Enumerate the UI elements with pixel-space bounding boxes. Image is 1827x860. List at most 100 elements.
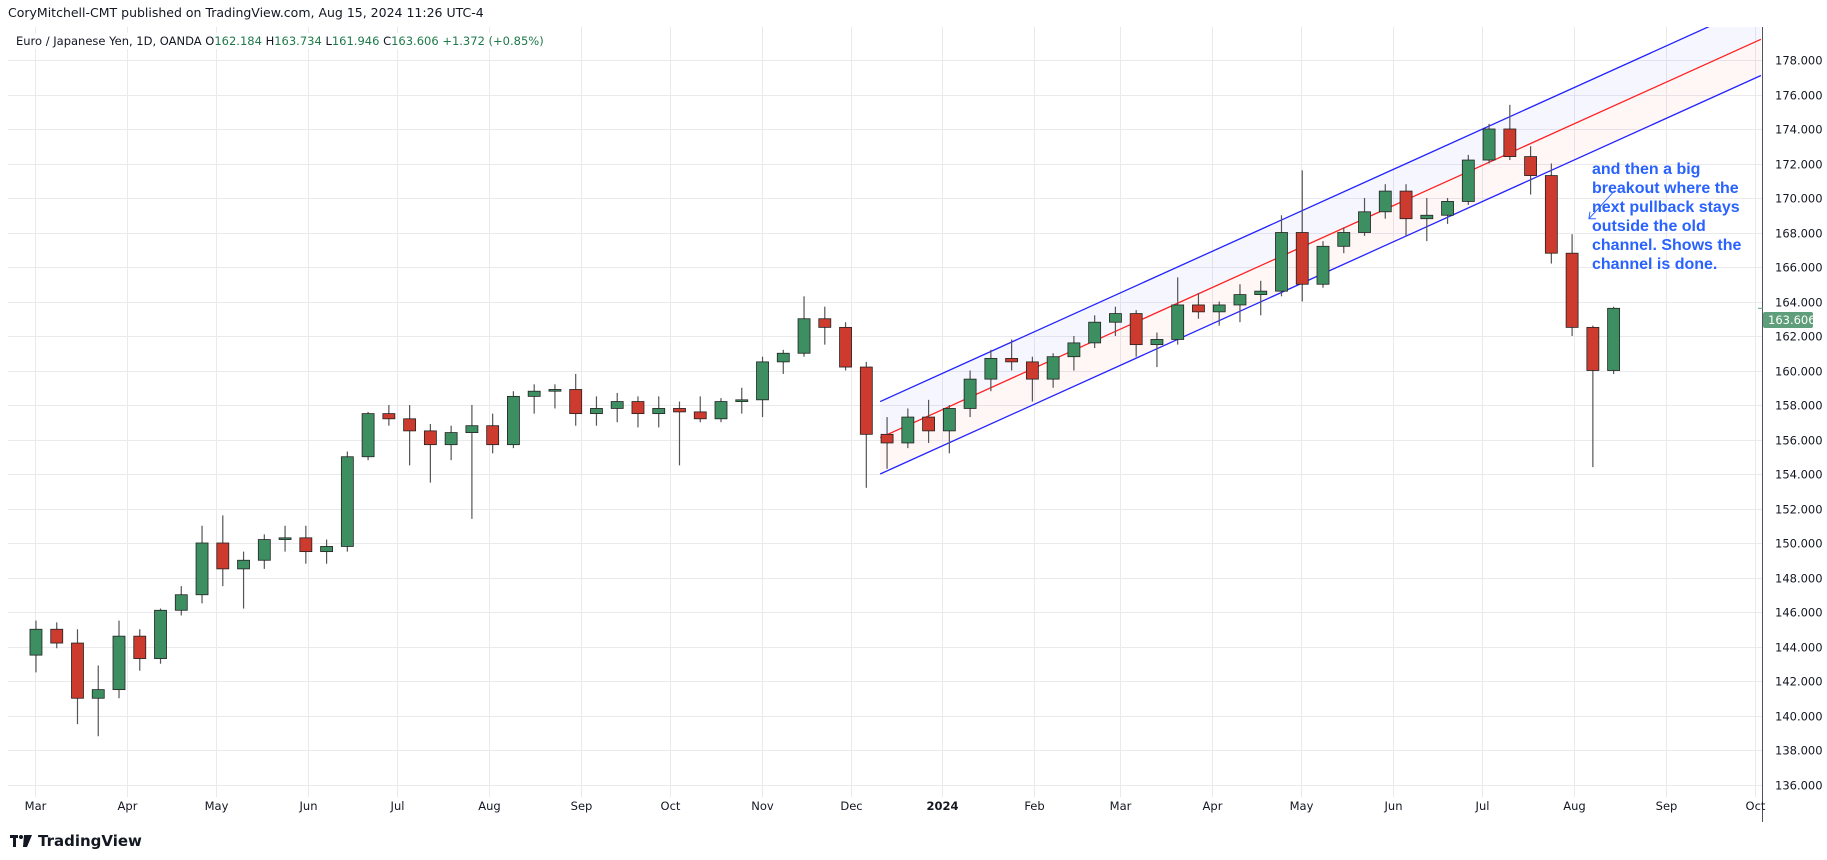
candle-up — [320, 546, 333, 553]
candle-up — [942, 408, 956, 432]
candle-up — [361, 413, 375, 458]
annotation-text: and then a big breakout where the next pul… — [1592, 160, 1758, 274]
change-value: +1.372 (+0.85%) — [442, 34, 544, 48]
price-tick-label: 154.000 — [1775, 468, 1823, 482]
annotation-line: channel is done. — [1592, 256, 1718, 273]
price-tick-label: 148.000 — [1775, 572, 1823, 586]
candle-down — [569, 389, 583, 415]
candle-down — [299, 537, 313, 553]
price-tick-label: 136.000 — [1775, 779, 1823, 793]
candle-up — [1420, 214, 1434, 220]
candle-up — [984, 358, 998, 380]
candle-down — [693, 411, 707, 420]
candle-up — [1316, 245, 1330, 285]
candle-up — [548, 389, 562, 392]
candle-down — [133, 635, 147, 659]
candle-up — [507, 395, 520, 446]
price-tick-label: 162.000 — [1775, 330, 1823, 344]
candle-up — [1378, 190, 1392, 213]
candle-up — [1233, 294, 1247, 306]
time-tick-label: Oct — [1746, 799, 1766, 813]
time-tick-label: May — [205, 799, 229, 813]
annotation-line: outside the old — [1592, 218, 1706, 235]
time-tick-label: Aug — [1563, 799, 1585, 813]
candle-down — [1192, 304, 1205, 313]
candle-up — [610, 401, 624, 409]
annotation-arrow — [1588, 192, 1614, 220]
candle-down — [486, 425, 500, 446]
candle-up — [1150, 339, 1164, 346]
price-tick-label: 176.000 — [1775, 89, 1823, 103]
candle-down — [71, 642, 84, 699]
time-tick-label: Mar — [25, 799, 47, 813]
candle-up — [237, 559, 250, 570]
price-tick-label: 178.000 — [1775, 54, 1823, 68]
candle-up — [1607, 307, 1621, 371]
time-axis[interactable]: Mar Apr May Jun Jul Aug Sep Oct Nov Dec 2024 Feb Mar… — [25, 799, 1766, 813]
candle-down — [382, 413, 396, 420]
candle-up — [1212, 304, 1226, 313]
candle-up — [1337, 232, 1351, 247]
candle-up — [340, 456, 354, 547]
candle-up — [174, 594, 188, 611]
candle-down — [1005, 358, 1019, 363]
candle-down — [1129, 313, 1143, 346]
price-tick-label: 158.000 — [1775, 399, 1823, 413]
time-tick-label: Mar — [1110, 799, 1132, 813]
candle-up — [776, 352, 790, 363]
candle-up — [714, 401, 728, 420]
annotation-line: channel. Shows the — [1592, 237, 1742, 254]
price-tick-label: 152.000 — [1775, 503, 1823, 517]
price-tick-label: 168.000 — [1775, 227, 1823, 241]
arrow-shaft — [1588, 192, 1614, 220]
time-tick-label: Nov — [751, 799, 774, 813]
symbol-legend: Euro / Japanese Yen, 1D, OANDA O162.184 … — [12, 33, 548, 49]
candle-up — [1046, 356, 1060, 380]
price-tick-label: 164.000 — [1775, 296, 1823, 310]
arrow-head — [1588, 211, 1596, 220]
candle-down — [50, 628, 64, 644]
price-tick-label: 150.000 — [1775, 537, 1823, 551]
last-price-tag — [1763, 312, 1813, 328]
price-axis[interactable]: 136.000 138.000 140.000 142.000 144.000 146.0… — [1758, 54, 1823, 793]
candle-down — [1399, 190, 1413, 220]
high-value: 163.734 — [274, 34, 322, 48]
candle-up — [154, 609, 167, 659]
time-tick-label: Aug — [478, 799, 500, 813]
time-tick-label: Feb — [1024, 799, 1044, 813]
candle-down — [880, 433, 894, 444]
candle-up — [1275, 232, 1288, 292]
price-tick-label: 174.000 — [1775, 123, 1823, 137]
tradingview-logo[interactable]: TradingView — [10, 832, 142, 850]
candle-up — [91, 689, 105, 699]
candle-down — [1025, 361, 1039, 380]
last-price-label: 163.606 — [1768, 313, 1816, 327]
price-tick-label: 140.000 — [1775, 710, 1823, 724]
time-tick-label: Sep — [1656, 799, 1678, 813]
price-tick-label: 142.000 — [1775, 675, 1823, 689]
annotation-line: and then a big — [1592, 161, 1701, 178]
candle-up — [756, 361, 769, 401]
time-tick-label: Apr — [1203, 799, 1223, 813]
candle-up — [1109, 313, 1122, 323]
price-tick-label: 166.000 — [1775, 261, 1823, 275]
candle-down — [818, 318, 832, 328]
time-tick-label: Oct — [661, 799, 681, 813]
time-tick-label: May — [1290, 799, 1314, 813]
candle-up — [1171, 304, 1185, 340]
candle-down — [839, 326, 852, 368]
candle-down — [859, 366, 873, 435]
candle-down — [1586, 326, 1600, 371]
tradingview-logo-icon — [10, 835, 32, 847]
symbol-name: Euro / Japanese Yen, 1D, OANDA — [16, 34, 202, 48]
candle-up — [652, 408, 666, 415]
candle-down — [403, 418, 417, 432]
candle-up — [29, 628, 43, 656]
low-value: 161.946 — [331, 34, 380, 48]
candle-down — [1295, 232, 1309, 285]
time-tick-label: Apr — [118, 799, 138, 813]
candle-up — [1441, 201, 1454, 216]
candle-up — [278, 537, 292, 540]
price-tick-label: 138.000 — [1775, 744, 1823, 758]
